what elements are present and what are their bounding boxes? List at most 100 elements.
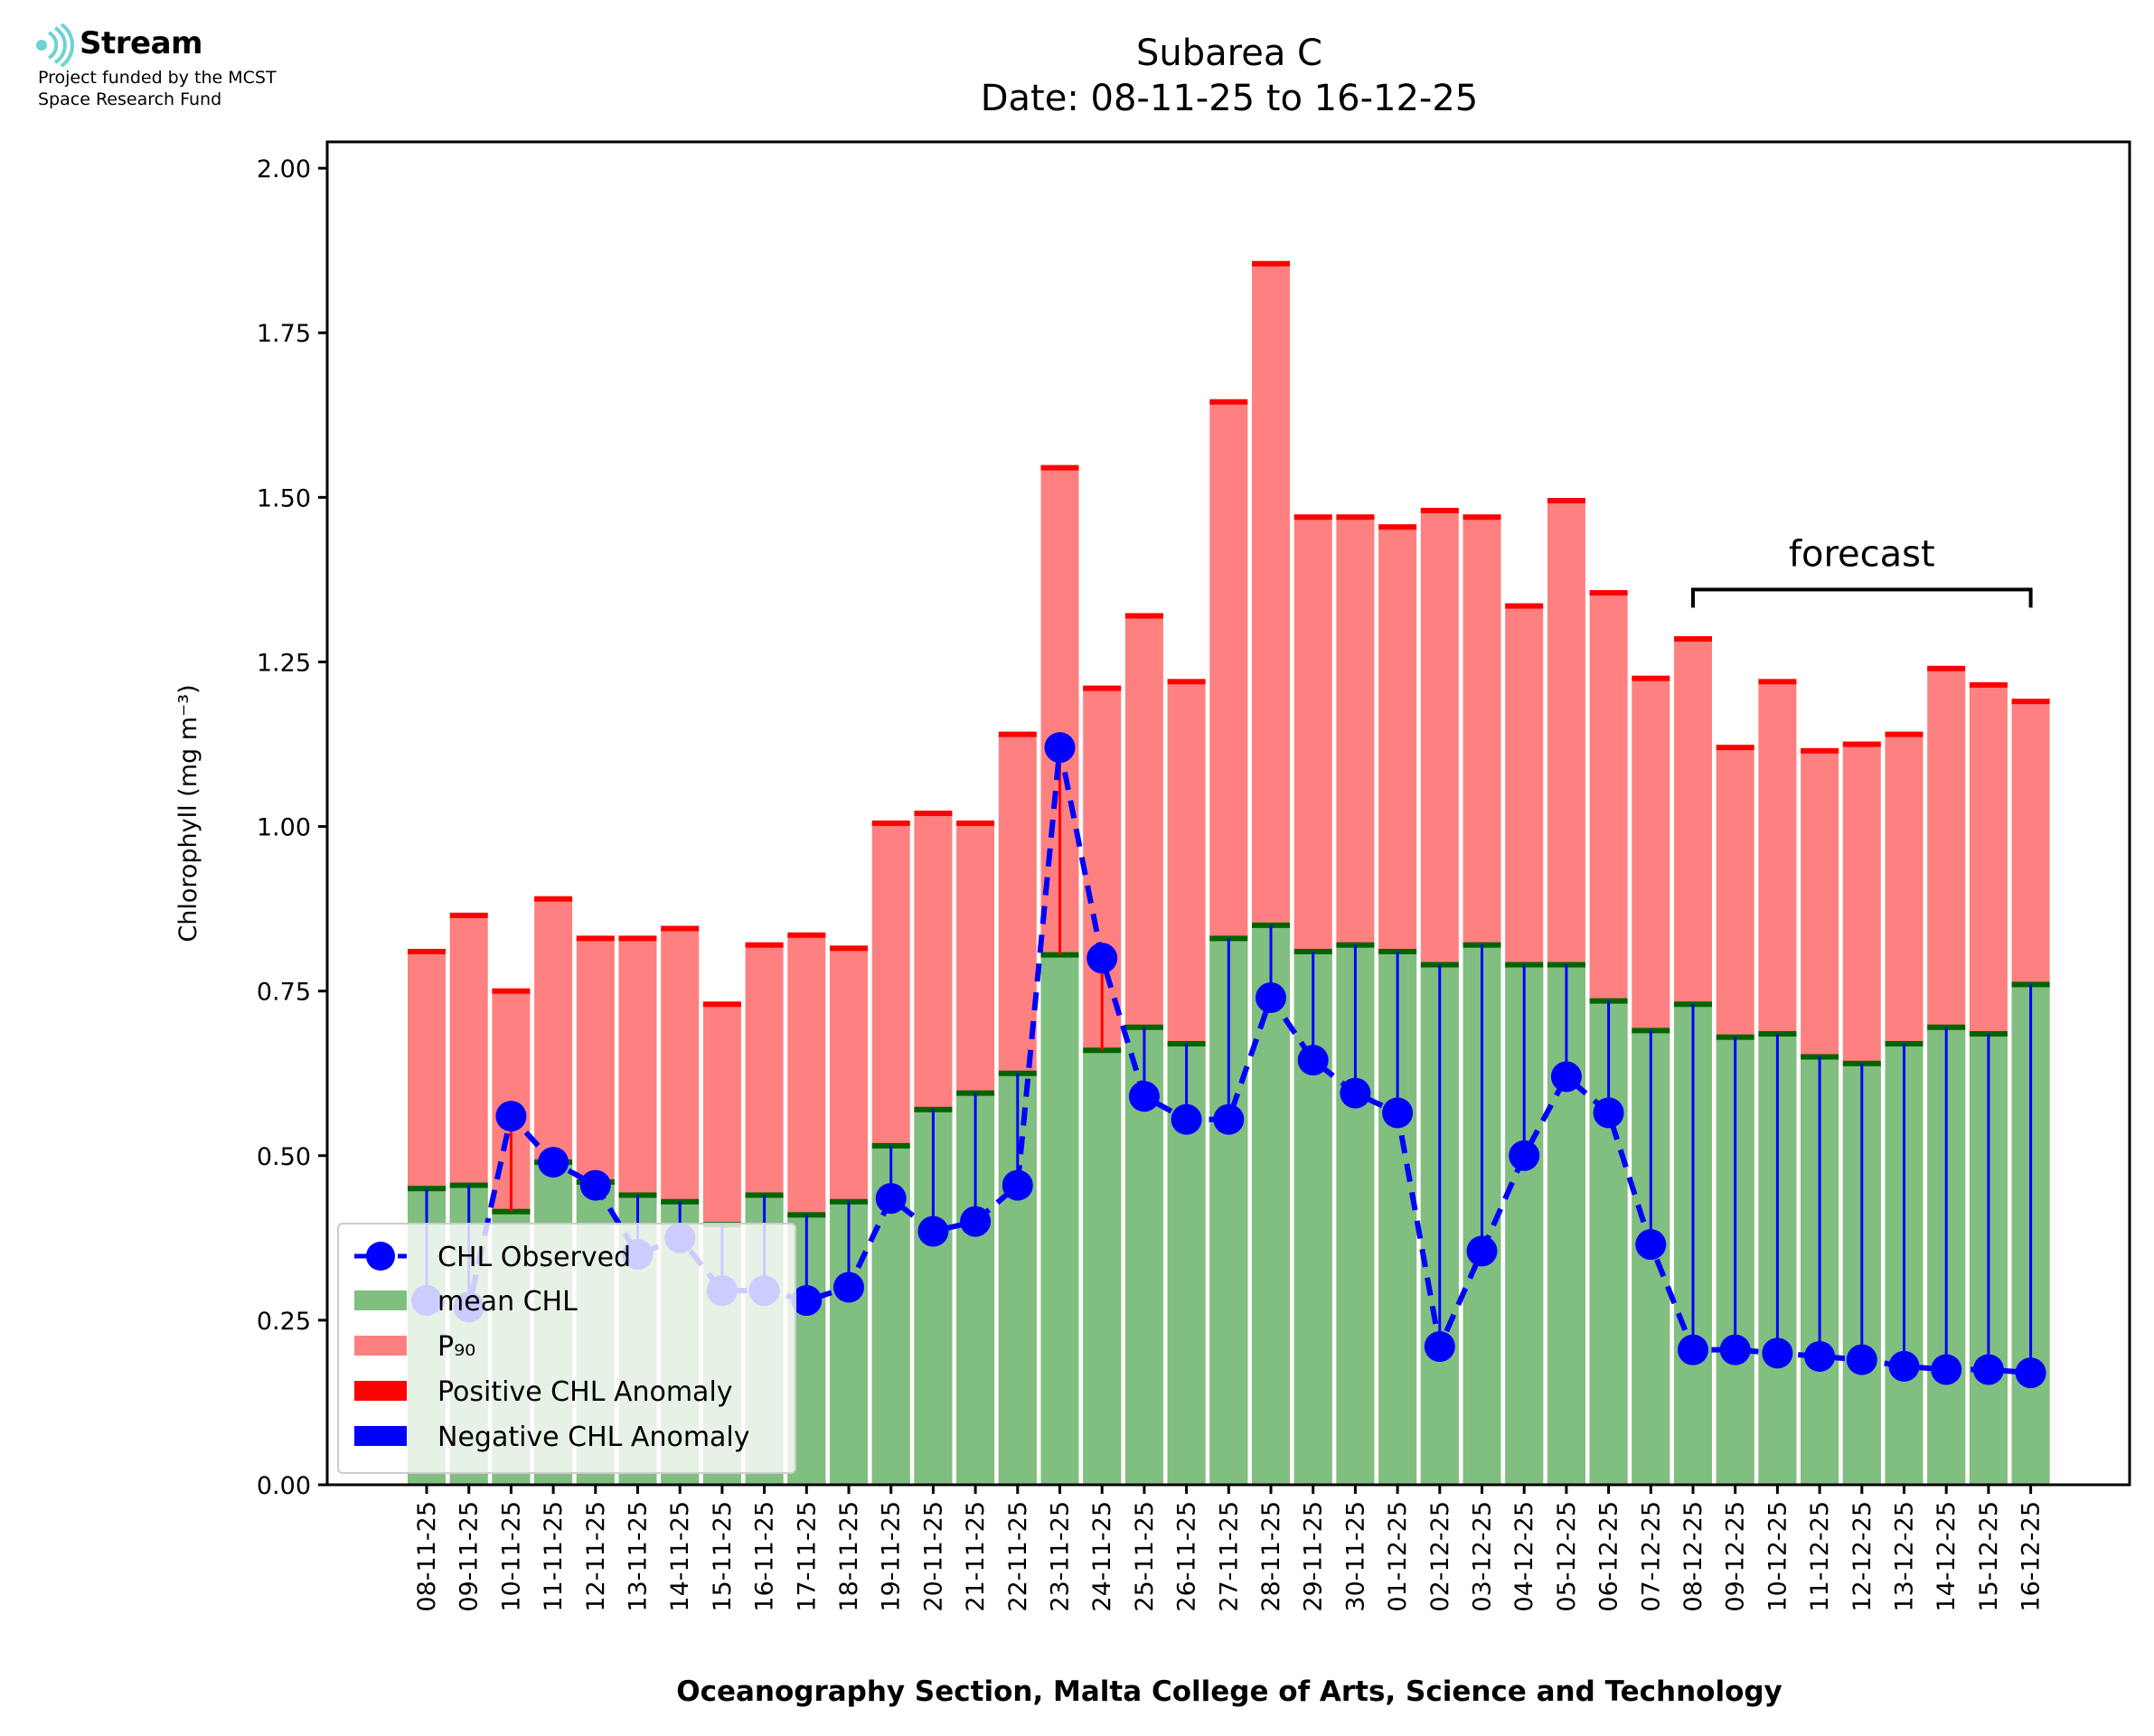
legend-label-mean: mean CHL — [437, 1286, 578, 1318]
x-tick-label: 13-12-25 — [1891, 1501, 1919, 1612]
observed-point — [791, 1285, 823, 1317]
x-tick-label: 24-11-25 — [1088, 1501, 1116, 1612]
p90-cap — [1674, 635, 1712, 642]
observed-point — [1719, 1334, 1751, 1365]
x-tick-label: 02-12-25 — [1426, 1501, 1454, 1612]
x-tick-label: 09-12-25 — [1722, 1501, 1750, 1612]
observed-point — [917, 1215, 949, 1247]
p90-cap — [1378, 524, 1417, 530]
y-tick-label: 0.50 — [257, 1143, 311, 1171]
p90-cap — [661, 925, 700, 932]
x-tick-label: 13-11-25 — [625, 1501, 653, 1612]
observed-point — [1424, 1331, 1455, 1363]
y-axis: 0.00 0.25 0.50 0.75 1.00 1.25 1.50 1.75 2.00 — [257, 155, 327, 1500]
observed-point — [1635, 1229, 1667, 1261]
x-tick-label: 20-11-25 — [919, 1501, 947, 1612]
x-tick-label: 03-12-25 — [1469, 1501, 1497, 1612]
legend-box — [337, 1223, 796, 1474]
observed-point — [1382, 1097, 1414, 1129]
x-tick-label: 04-12-25 — [1510, 1501, 1538, 1612]
observed-point — [1550, 1061, 1582, 1093]
y-tick-label: 0.00 — [257, 1472, 311, 1500]
p90-cap — [1716, 745, 1754, 751]
y-tick-label: 0.25 — [257, 1308, 311, 1336]
p90-cap — [956, 820, 995, 826]
p90-cap — [1589, 589, 1628, 596]
x-tick-label: 12-11-25 — [582, 1501, 610, 1612]
x-axis: 08-11-25 09-11-25 10-11-25 11-11-25 12-11-25… — [413, 1485, 2046, 1612]
x-tick-label: 10-12-25 — [1764, 1501, 1792, 1612]
logo-funding-line-2: Space Research Fund — [38, 89, 222, 109]
x-tick-label: 27-11-25 — [1215, 1501, 1243, 1612]
x-tick-label: 06-12-25 — [1595, 1501, 1623, 1612]
observed-point — [833, 1272, 864, 1303]
legend-swatch-negative — [354, 1426, 407, 1446]
legend-swatch-p90 — [354, 1336, 407, 1356]
chart-title: Subarea C — [1136, 33, 1322, 74]
x-tick-label: 15-11-25 — [709, 1501, 737, 1612]
p90-cap — [1969, 681, 2008, 688]
y-tick-label: 1.25 — [257, 649, 311, 677]
x-tick-label: 08-12-25 — [1679, 1501, 1707, 1612]
observed-point — [538, 1147, 569, 1178]
legend-label-observed: CHL Observed — [437, 1242, 631, 1273]
p90-cap — [576, 935, 615, 942]
p90-cap — [1420, 507, 1459, 513]
observed-point — [1972, 1354, 2004, 1385]
observed-point — [1256, 981, 1286, 1013]
mean-bar — [1040, 954, 1079, 1485]
x-tick-label: 10-11-25 — [497, 1501, 525, 1612]
observed-point — [495, 1101, 527, 1132]
legend-observed-marker — [366, 1242, 395, 1271]
mean-bar — [1252, 924, 1290, 1485]
p90-cap — [534, 896, 573, 902]
p90-cap — [1252, 260, 1290, 267]
p90-cap — [408, 948, 446, 954]
observed-point — [1678, 1334, 1708, 1365]
p90-cap — [1505, 603, 1544, 609]
p90-cap — [492, 988, 531, 994]
p90-cap — [1632, 675, 1670, 681]
observed-point — [1213, 1103, 1245, 1135]
p90-cap — [618, 935, 657, 942]
y-tick-label: 1.50 — [257, 484, 311, 512]
x-tick-label: 05-12-25 — [1553, 1501, 1581, 1612]
y-axis-label: Chlorophyll (mg m⁻³) — [174, 684, 202, 942]
legend-swatch-mean — [354, 1290, 407, 1310]
p90-cap — [2011, 699, 2050, 705]
p90-cap — [871, 820, 910, 826]
p90-cap — [998, 731, 1037, 737]
stream-waves-icon — [36, 23, 74, 67]
p90-cap — [745, 942, 784, 948]
observed-point — [1128, 1081, 1160, 1112]
x-tick-label: 11-12-25 — [1806, 1501, 1834, 1612]
legend-label-positive: Positive CHL Anomaly — [437, 1376, 733, 1408]
x-tick-label: 16-11-25 — [751, 1501, 779, 1612]
observed-point — [1466, 1235, 1498, 1267]
observed-point — [1509, 1140, 1540, 1171]
y-tick-label: 2.00 — [257, 155, 311, 183]
x-tick-label: 15-12-25 — [1975, 1501, 2003, 1612]
x-tick-label: 23-11-25 — [1047, 1501, 1075, 1612]
chart-subtitle: Date: 08-11-25 to 16-12-25 — [981, 78, 1479, 119]
observed-point — [1171, 1103, 1202, 1135]
x-axis-label: Oceanography Section, Malta College of A… — [676, 1675, 1782, 1708]
legend-label-p90: P₉₀ — [437, 1331, 475, 1363]
p90-cap — [1547, 497, 1585, 503]
p90-cap — [914, 811, 953, 816]
x-tick-label: 14-12-25 — [1933, 1501, 1961, 1612]
x-tick-label: 17-11-25 — [793, 1501, 821, 1612]
p90-cap — [1336, 514, 1375, 521]
logo-name: Stream — [80, 25, 202, 61]
forecast-label: forecast — [1789, 533, 1935, 575]
p90-cap — [1167, 679, 1206, 685]
observed-point — [2015, 1357, 2046, 1389]
x-tick-label: 25-11-25 — [1131, 1501, 1159, 1612]
x-tick-label: 30-11-25 — [1341, 1501, 1369, 1612]
observed-point — [1002, 1169, 1033, 1201]
p90-cap — [702, 1001, 741, 1008]
stream-logo: Stream Project funded by the MCST Space … — [31, 20, 338, 119]
x-tick-label: 09-11-25 — [456, 1501, 484, 1612]
mean-cap — [1252, 922, 1290, 928]
p90-cap — [1758, 679, 1797, 685]
